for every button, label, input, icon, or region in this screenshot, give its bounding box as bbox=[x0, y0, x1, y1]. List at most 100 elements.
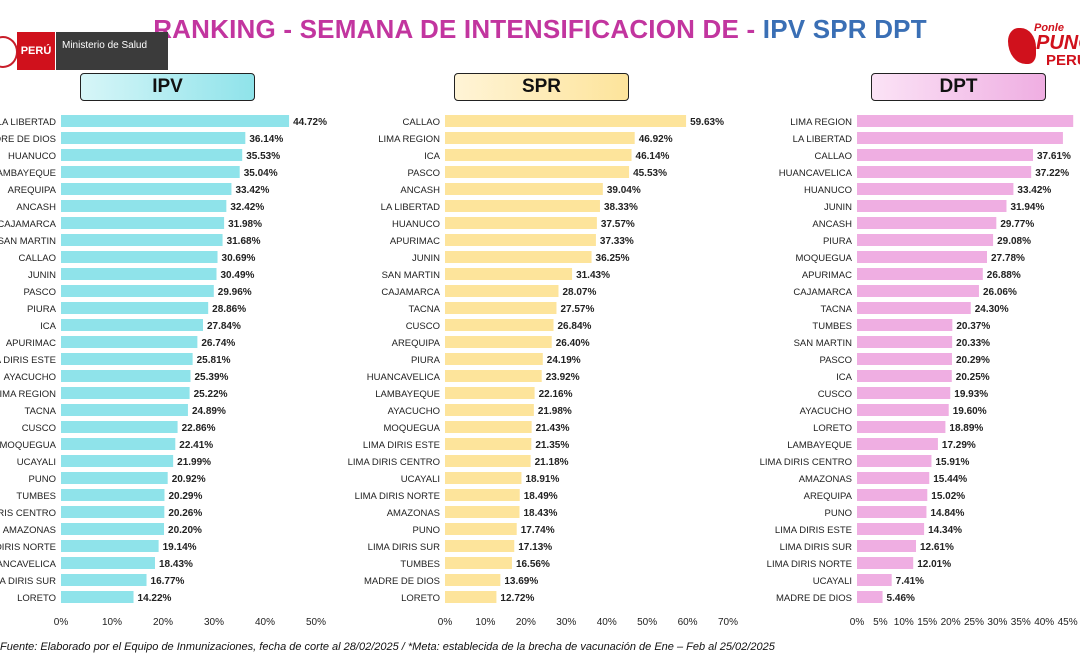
dpt-category-label: LA LIBERTAD bbox=[793, 134, 852, 145]
ipv-category-label: CAJAMARCA bbox=[0, 219, 57, 230]
ipv-bar bbox=[61, 319, 203, 331]
ipv-bar bbox=[61, 591, 134, 603]
ipv-category-label: LIMA DIRIS CENTRO bbox=[0, 508, 56, 519]
dpt-data-label: 20.29% bbox=[956, 355, 990, 366]
dpt-bar bbox=[857, 387, 951, 399]
dpt-data-label: 29.08% bbox=[997, 236, 1031, 247]
spr-category-label: APURIMAC bbox=[390, 236, 440, 247]
spr-data-label: 26.84% bbox=[558, 321, 592, 332]
dpt-bar bbox=[857, 166, 1032, 178]
ipv-tick-label: 30% bbox=[204, 617, 224, 628]
ipv-bar bbox=[61, 200, 227, 212]
ipv-bar bbox=[61, 370, 191, 382]
spr-data-label: 21.35% bbox=[535, 440, 569, 451]
ipv-tick-label: 50% bbox=[306, 617, 326, 628]
ipv-category-label: HUANUCO bbox=[8, 151, 56, 162]
ipv-data-label: 28.86% bbox=[212, 304, 246, 315]
ipv-data-label: 20.92% bbox=[172, 474, 206, 485]
spr-bar bbox=[445, 591, 497, 603]
dpt-data-label: 26.06% bbox=[983, 287, 1017, 298]
dpt-bar bbox=[857, 251, 988, 263]
dpt-category-label: UCAYALI bbox=[813, 576, 852, 587]
dpt-category-label: TACNA bbox=[821, 304, 853, 315]
ipv-data-label: 25.39% bbox=[194, 372, 228, 383]
dpt-bar bbox=[857, 183, 1014, 195]
spr-bar bbox=[445, 183, 603, 195]
dpt-data-label: 20.37% bbox=[956, 321, 990, 332]
ipv-category-label: AREQUIPA bbox=[8, 185, 57, 196]
spr-data-label: 22.16% bbox=[539, 389, 573, 400]
dpt-data-label: 17.29% bbox=[942, 440, 976, 451]
dpt-tick-label: 25% bbox=[964, 617, 984, 628]
dpt-category-label: AREQUIPA bbox=[804, 491, 853, 502]
dpt-category-label: PUNO bbox=[825, 508, 852, 519]
ipv-tick-label: 0% bbox=[54, 617, 69, 628]
spr-bar bbox=[445, 438, 532, 450]
ipv-data-label: 26.74% bbox=[201, 338, 235, 349]
spr-category-label: LIMA DIRIS ESTE bbox=[363, 440, 440, 451]
dpt-data-label: 14.84% bbox=[930, 508, 964, 519]
dpt-category-label: LIMA DIRIS SUR bbox=[780, 542, 852, 553]
ipv-data-label: 44.72% bbox=[293, 117, 327, 128]
campaign-logo: Ponle PUNCHE PERÚ bbox=[1006, 22, 1080, 70]
spr-data-label: 28.07% bbox=[562, 287, 596, 298]
ipv-bar bbox=[61, 557, 155, 569]
ipv-category-label: CALLAO bbox=[19, 253, 57, 264]
spr-tick-label: 0% bbox=[438, 617, 453, 628]
ipv-bar bbox=[61, 506, 165, 518]
dpt-category-label: CALLAO bbox=[815, 151, 853, 162]
ipv-data-label: 36.14% bbox=[249, 134, 283, 145]
dpt-category-label: LIMA REGION bbox=[790, 117, 852, 128]
spr-bar bbox=[445, 217, 597, 229]
ipv-bar bbox=[61, 166, 240, 178]
ipv-category-label: JUNIN bbox=[28, 270, 56, 281]
spr-category-label: TACNA bbox=[409, 304, 441, 315]
spr-bar bbox=[445, 574, 501, 586]
spr-bar bbox=[445, 285, 559, 297]
dpt-category-label: LORETO bbox=[813, 423, 852, 434]
ipv-bar bbox=[61, 183, 232, 195]
spr-data-label: 17.74% bbox=[521, 525, 555, 536]
spr-bar bbox=[445, 472, 522, 484]
spr-bar bbox=[445, 506, 520, 518]
dpt-bar bbox=[857, 115, 1074, 127]
spr-category-label: LIMA REGION bbox=[378, 134, 440, 145]
dpt-bar bbox=[857, 489, 928, 501]
dpt-data-label: 31.94% bbox=[1010, 202, 1044, 213]
spr-data-label: 37.57% bbox=[601, 219, 635, 230]
peru-logo-text: PERÚ bbox=[17, 32, 55, 70]
ipv-data-label: 27.84% bbox=[207, 321, 241, 332]
dpt-tick-label: 35% bbox=[1011, 617, 1031, 628]
dpt-data-label: 15.02% bbox=[931, 491, 965, 502]
ipv-category-label: MOQUEGUA bbox=[0, 440, 57, 451]
ipv-category-label: TUMBES bbox=[16, 491, 56, 502]
spr-category-label: AMAZONAS bbox=[387, 508, 440, 519]
spr-data-label: 21.98% bbox=[538, 406, 572, 417]
dpt-bar bbox=[857, 302, 971, 314]
spr-category-label: UCAYALI bbox=[401, 474, 440, 485]
campaign-logo-mid: PUNCHE bbox=[1036, 32, 1080, 54]
ipv-data-label: 19.14% bbox=[163, 542, 197, 553]
spr-bar bbox=[445, 234, 596, 246]
spr-bar bbox=[445, 370, 542, 382]
ipv-category-label: SAN MARTIN bbox=[0, 236, 56, 247]
ipv-data-label: 30.49% bbox=[220, 270, 254, 281]
dpt-category-label: PIURA bbox=[823, 236, 853, 247]
spr-bar bbox=[445, 404, 534, 416]
dpt-data-label: 33.42% bbox=[1017, 185, 1051, 196]
dpt-bar bbox=[857, 132, 1063, 144]
dpt-tick-label: 5% bbox=[873, 617, 888, 628]
spr-category-label: ICA bbox=[424, 151, 441, 162]
spr-category-label: MADRE DE DIOS bbox=[364, 576, 440, 587]
ipv-category-label: AMAZONAS bbox=[3, 525, 56, 536]
spr-data-label: 18.49% bbox=[524, 491, 558, 502]
ipv-bar bbox=[61, 234, 223, 246]
dpt-category-label: LAMBAYEQUE bbox=[787, 440, 852, 451]
ipv-data-label: 14.22% bbox=[138, 593, 172, 604]
title-part-2: IPV SPR DPT bbox=[762, 14, 927, 44]
dpt-data-label: 15.91% bbox=[935, 457, 969, 468]
dpt-data-label: 12.01% bbox=[917, 559, 951, 570]
ipv-category-label: LIMA DIRIS SUR bbox=[0, 576, 56, 587]
dpt-bar bbox=[857, 421, 946, 433]
